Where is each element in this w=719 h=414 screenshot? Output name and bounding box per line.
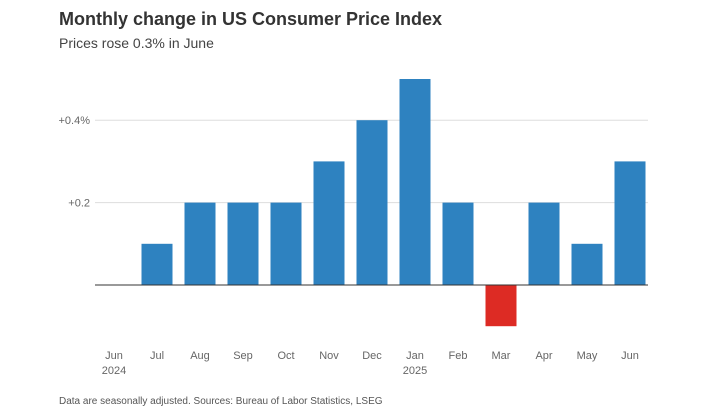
x-year-label: 2024: [102, 365, 126, 377]
bar-oct: [270, 202, 302, 285]
bar-nov: [313, 161, 345, 285]
chart-subtitle: Prices rose 0.3% in June: [59, 35, 214, 51]
x-tick-label: Mar: [492, 350, 511, 362]
source-note: Data are seasonally adjusted. Sources: B…: [59, 396, 383, 407]
x-tick-label: Aug: [190, 350, 210, 362]
chart-title: Monthly change in US Consumer Price Inde…: [59, 9, 443, 29]
y-tick-label: +0.4%: [59, 115, 91, 127]
bars: [141, 79, 646, 327]
y-tick-label: +0.2: [68, 198, 90, 210]
x-tick-label: Jul: [150, 350, 164, 362]
x-tick-label: Jan: [406, 350, 424, 362]
x-tick-label: Jun: [621, 350, 639, 362]
bar-aug: [184, 202, 216, 285]
bar-may: [571, 243, 603, 285]
x-tick-label: Jun: [105, 350, 123, 362]
tick-labels: +0.4% +0.2 Jun 2024 Jul Aug Sep Oct Nov Dec Jan 202…: [59, 115, 639, 377]
x-tick-label: Oct: [277, 350, 294, 362]
x-tick-label: Apr: [535, 350, 552, 362]
bar-jan: [399, 79, 431, 285]
x-year-label: 2025: [403, 365, 427, 377]
bar-apr: [528, 202, 560, 285]
x-tick-label: Nov: [319, 350, 339, 362]
x-tick-label: Dec: [362, 350, 382, 362]
bar-dec: [356, 120, 388, 285]
bar-feb: [442, 202, 474, 285]
x-tick-label: Sep: [233, 350, 253, 362]
bar-mar: [485, 285, 517, 327]
x-tick-label: May: [577, 350, 598, 362]
bar-jun: [614, 161, 646, 285]
bar-sep: [227, 202, 259, 285]
x-tick-label: Feb: [449, 350, 468, 362]
bar-jul: [141, 243, 173, 285]
